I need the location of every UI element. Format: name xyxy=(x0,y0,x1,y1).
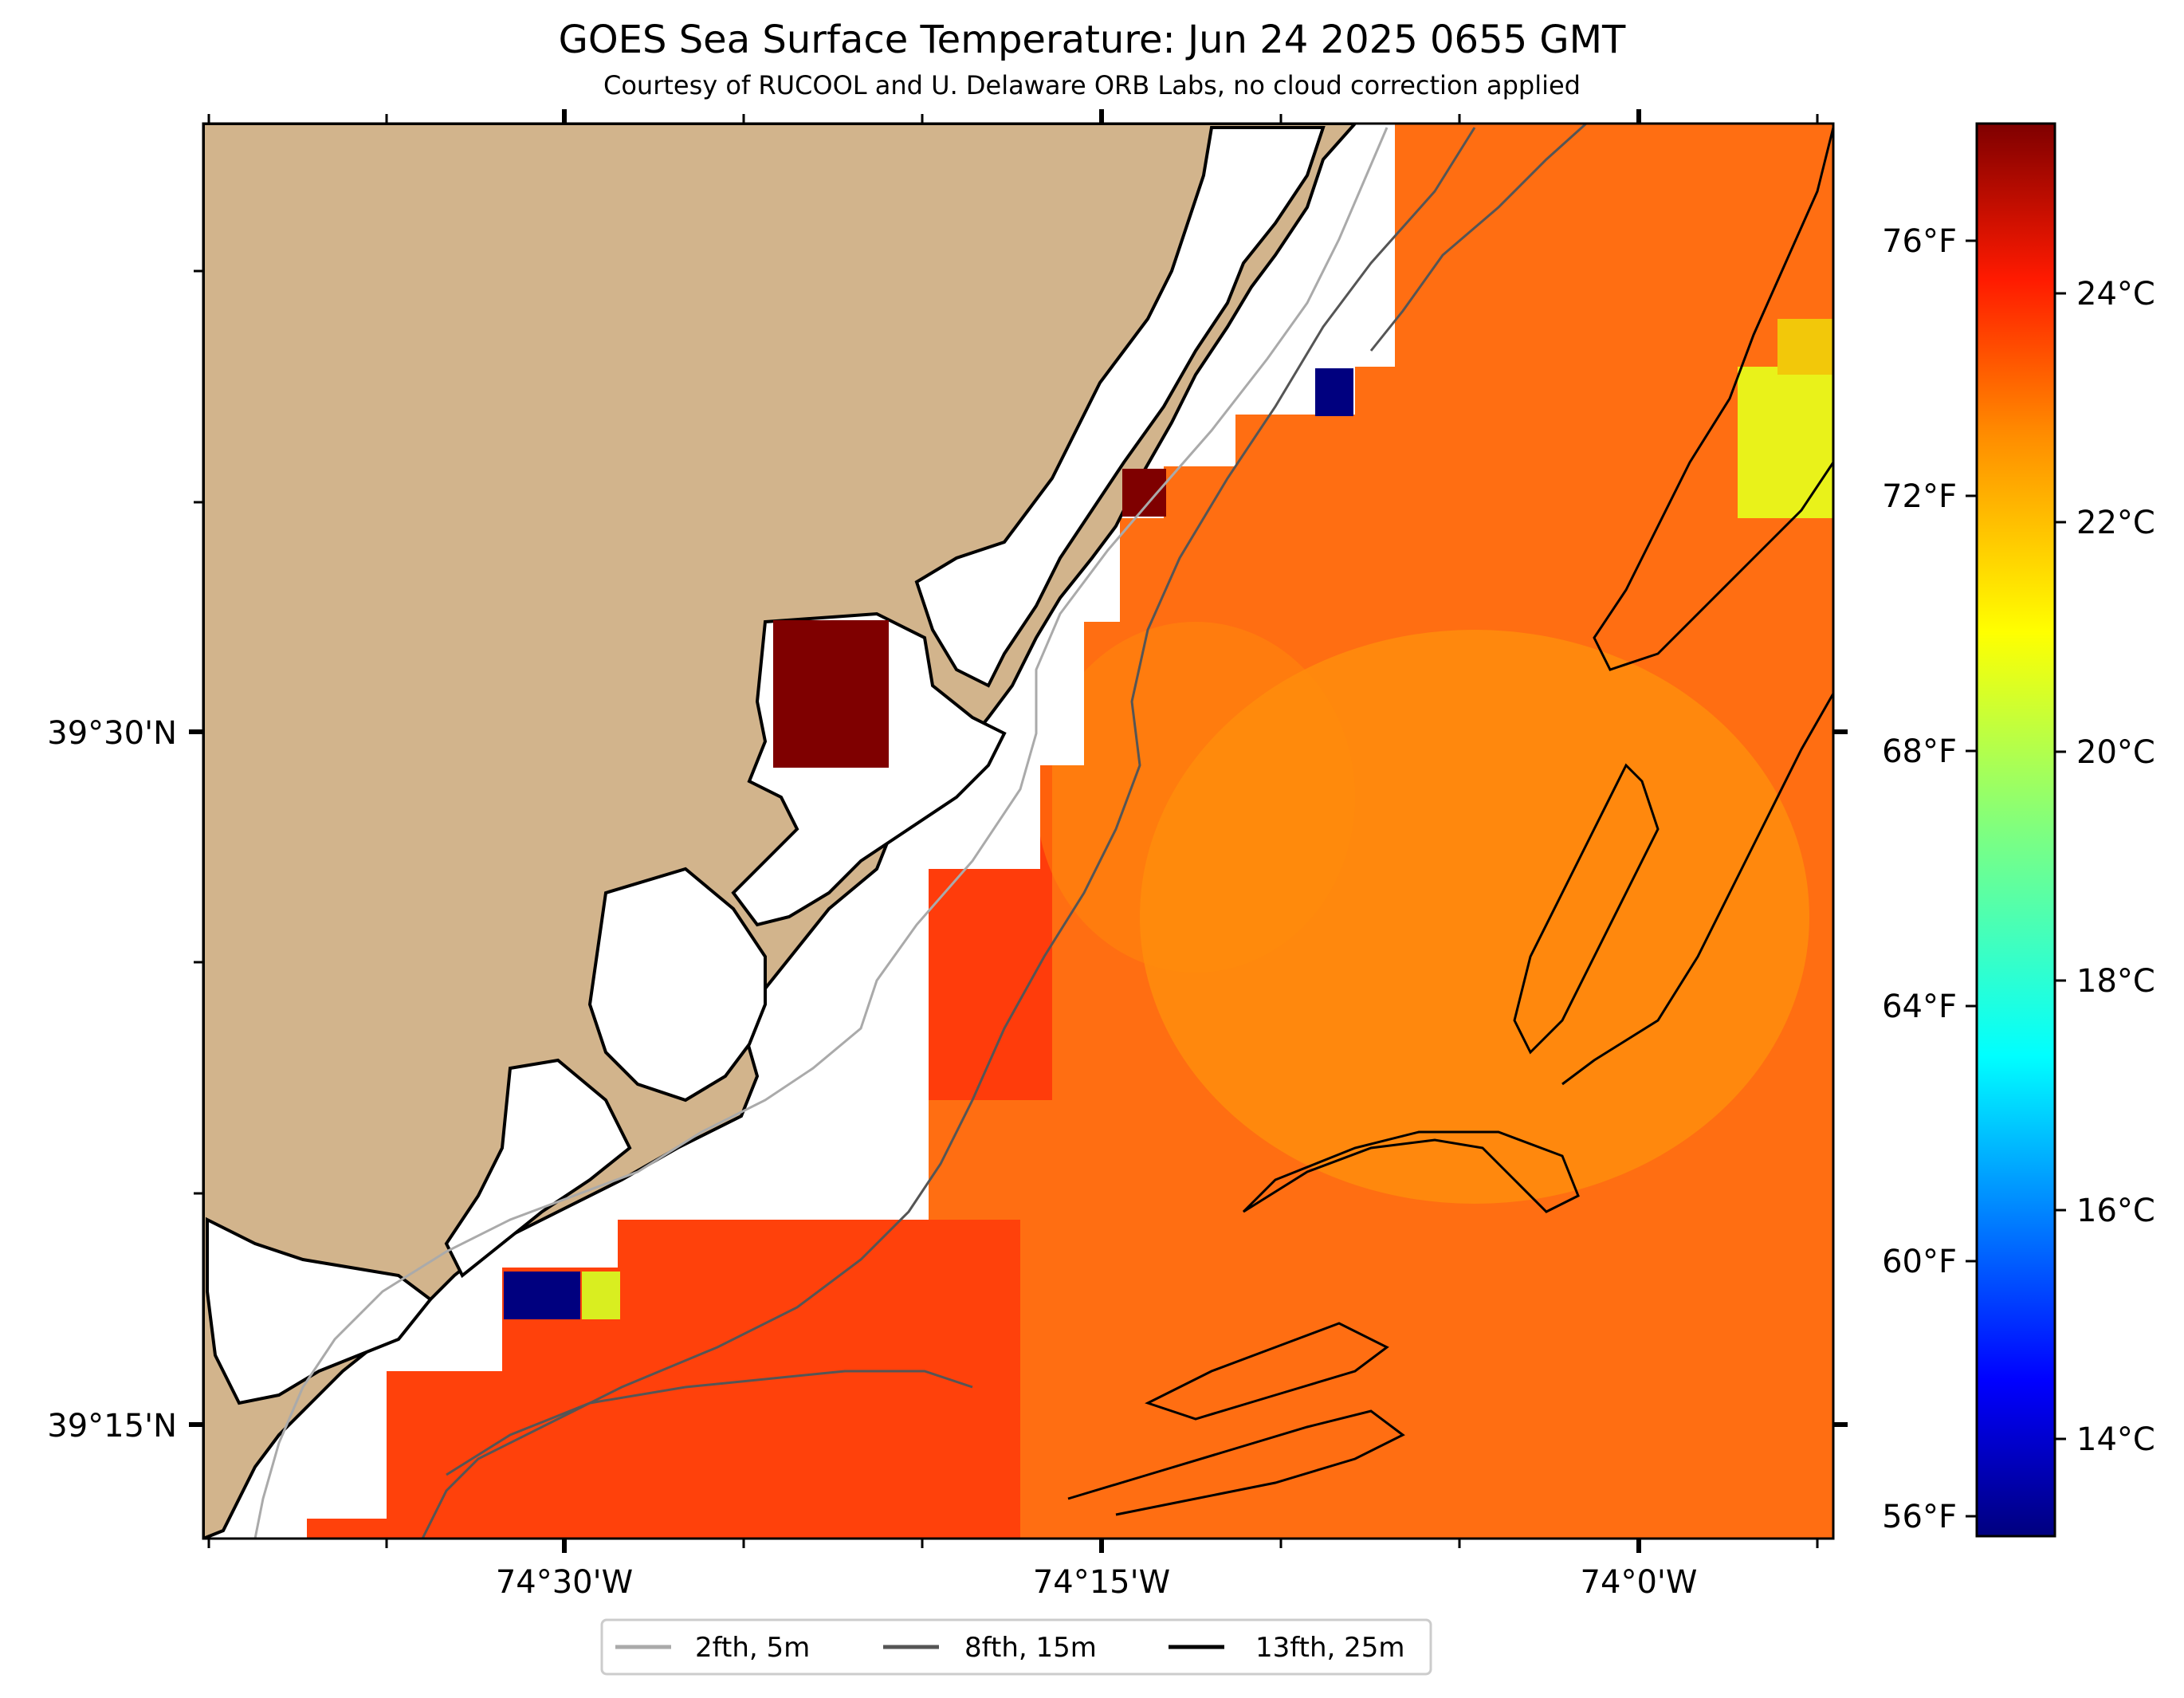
legend: 2fth, 5m 8fth, 15m 13fth, 25m xyxy=(600,1618,1432,1676)
colorbar-f-label: 56°F xyxy=(1882,1499,1957,1535)
isobath-13fth-south2 xyxy=(1145,1322,1389,1421)
chart-title: GOES Sea Surface Temperature: Jun 24 202… xyxy=(558,18,1626,62)
minor-ticks xyxy=(194,114,1819,1548)
colorbar-f-label: 64°F xyxy=(1882,989,1957,1025)
legend-label-13fth: 13fth, 25m xyxy=(1255,1632,1405,1664)
lat-label-2: 39°15'N xyxy=(47,1408,177,1444)
colorbar-c-label: 16°C xyxy=(2076,1193,2155,1229)
colorbar-c-label: 20°C xyxy=(2076,734,2155,771)
sst-warm-core xyxy=(1140,630,1809,1204)
map-panel[interactable] xyxy=(203,124,1833,1539)
bay-upper xyxy=(914,126,1326,688)
colorbar-f-label: 72°F xyxy=(1882,478,1957,515)
lon-label-3: 74°0'W xyxy=(1581,1564,1698,1601)
chart-subtitle: Courtesy of RUCOOL and U. Delaware ORB L… xyxy=(603,70,1581,100)
lon-label-1: 74°30'W xyxy=(496,1564,633,1601)
bay-lower xyxy=(444,1058,632,1279)
colorbar-f-label: 60°F xyxy=(1882,1244,1957,1280)
isobath-13fth-ridge xyxy=(1513,763,1660,1055)
colorbar-ticks xyxy=(1966,239,2066,1518)
sst-yellow-patch xyxy=(1738,367,1833,518)
axis-ticks xyxy=(189,109,1848,1553)
colorbar-f-label: 76°F xyxy=(1882,223,1957,260)
legend-label-8fth: 8fth, 15m xyxy=(964,1632,1097,1664)
sst-warm-core-2 xyxy=(1036,622,1355,973)
colorbar xyxy=(1975,122,2056,1538)
isobath-8fth xyxy=(421,127,1476,1539)
isobath-2fth xyxy=(253,127,1389,1539)
sst-yellow-patch-edge xyxy=(1777,319,1833,375)
anomaly-pixel-bay-2 xyxy=(813,737,889,768)
anomaly-pixel-cold xyxy=(1315,368,1353,416)
isobath-13fth-south3 xyxy=(1067,1409,1405,1516)
lon-label-2: 74°15'W xyxy=(1033,1564,1170,1601)
map-frame xyxy=(202,122,1835,1540)
colorbar-c-label: 22°C xyxy=(2076,505,2155,541)
anomaly-pixel-yellow-south xyxy=(582,1272,620,1319)
legend-label-2fth: 2fth, 5m xyxy=(695,1632,810,1664)
anomaly-pixel-cold-south xyxy=(504,1272,580,1319)
bay-southwest xyxy=(206,1217,433,1405)
legend-box xyxy=(600,1618,1432,1676)
isobath-13fth-south1 xyxy=(1242,1130,1580,1213)
colorbar-c-label: 18°C xyxy=(2076,963,2155,1000)
isobath-13fth-east xyxy=(1561,693,1833,1086)
lat-label-1: 39°30'N xyxy=(47,715,177,752)
colorbar-c-label: 24°C xyxy=(2076,276,2155,312)
isobath-13fth-ne xyxy=(1593,127,1833,671)
bay-middle xyxy=(587,867,767,1103)
colorbar-c-label: 14°C xyxy=(2076,1421,2155,1458)
isobath-8fth-south-shoal xyxy=(446,1370,973,1476)
colorbar-f-label: 68°F xyxy=(1882,733,1957,770)
isobath-8fth-north xyxy=(1369,124,1588,352)
